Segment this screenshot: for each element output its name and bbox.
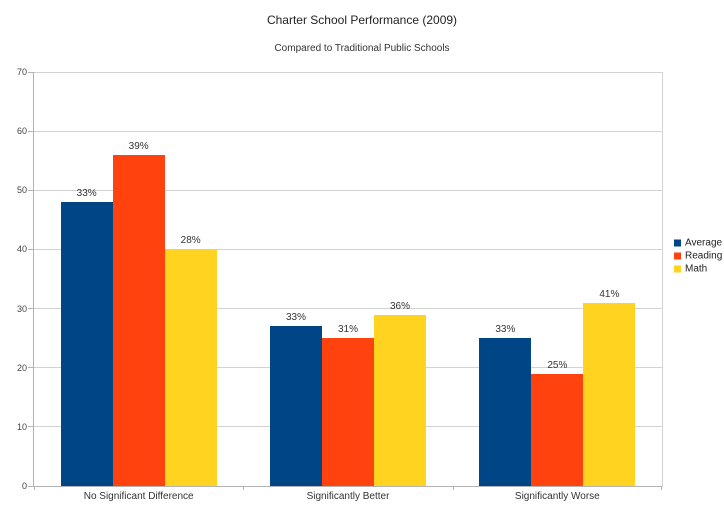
y-axis-tick-10 xyxy=(28,426,33,428)
y-gridline-60 xyxy=(34,130,662,132)
y-axis-tick-40 xyxy=(28,248,33,250)
y-axis-tick-0 xyxy=(28,485,33,487)
bar-value-label: 41% xyxy=(599,288,620,300)
bar-value-label: 25% xyxy=(547,359,568,371)
y-axis-label-70: 70 xyxy=(16,67,27,77)
bar-math-2 xyxy=(583,302,636,486)
bar-math-1 xyxy=(374,314,426,486)
bar-reading-2 xyxy=(531,373,584,486)
bar-reading-1 xyxy=(322,338,374,486)
legend-swatch-average xyxy=(674,239,681,247)
chart-title: Charter School Performance (2009) xyxy=(266,13,458,27)
legend-item-average: Average xyxy=(674,238,722,249)
legend-item-reading: Reading xyxy=(674,251,722,262)
y-axis-label-10: 10 xyxy=(16,421,27,432)
y-gridline-30 xyxy=(34,308,662,310)
x-axis-tick-2 xyxy=(452,486,454,490)
category-label: Significantly Better xyxy=(306,491,390,502)
legend-item-math: Math xyxy=(674,264,722,275)
y-gridline-70 xyxy=(34,71,662,73)
y-axis-label-40: 40 xyxy=(16,244,27,255)
bar-value-label: 36% xyxy=(389,300,411,312)
bar-value-label: 28% xyxy=(180,235,201,247)
y-axis-tick-70 xyxy=(28,71,33,73)
y-axis-tick-30 xyxy=(28,308,33,310)
y-axis-label-0: 0 xyxy=(21,481,27,491)
y-axis-label-50: 50 xyxy=(16,185,27,196)
category-label: No Significant Difference xyxy=(83,491,194,502)
legend-label: Reading xyxy=(685,250,723,262)
y-gridline-50 xyxy=(34,189,662,191)
x-axis-tick-3 xyxy=(661,486,662,490)
y-axis-tick-60 xyxy=(28,130,33,132)
legend-label: Math xyxy=(685,263,708,275)
bar-value-label: 33% xyxy=(76,188,97,200)
y-axis-tick-50 xyxy=(28,189,33,191)
y-axis-label-60: 60 xyxy=(16,126,27,137)
x-axis-tick-0 xyxy=(34,486,35,490)
legend: Average Reading Math xyxy=(674,236,722,277)
y-gridline-40 xyxy=(34,248,662,250)
legend-swatch-reading xyxy=(674,252,681,260)
bar-average-1 xyxy=(270,326,322,486)
x-axis-tick-1 xyxy=(243,486,245,490)
bar-math-0 xyxy=(164,249,217,486)
bar-value-label: 31% xyxy=(337,324,359,336)
bar-average-2 xyxy=(479,338,532,486)
bar-average-0 xyxy=(60,202,113,486)
y-axis-label-20: 20 xyxy=(16,362,27,373)
bar-value-label: 39% xyxy=(128,140,149,152)
legend-swatch-math xyxy=(674,265,681,273)
legend-label: Average xyxy=(685,237,723,249)
y-axis-label-30: 30 xyxy=(16,303,27,314)
bar-value-label: 33% xyxy=(495,324,516,336)
plot-area: 0 10 20 30 40 50 60 70 No Significant Difference… xyxy=(17,67,663,502)
chart-subtitle: Compared to Traditional Public Schools xyxy=(274,43,450,54)
bar-value-label: 33% xyxy=(285,312,307,324)
bar-reading-0 xyxy=(112,154,165,486)
y-axis-tick-20 xyxy=(28,367,33,369)
category-label: Significantly Worse xyxy=(514,491,600,502)
